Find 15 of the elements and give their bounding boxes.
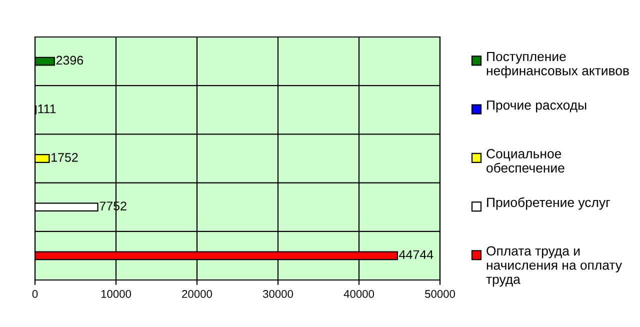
legend-label: Социальное обеспечение <box>486 149 564 173</box>
x-tick-label: 10000 <box>101 290 132 298</box>
x-tick-label: 40000 <box>344 290 374 298</box>
x-tick-label: 30000 <box>262 290 294 298</box>
legend-label: Оплата труда и начисления на оплату труда <box>486 246 622 287</box>
data-label: 111 <box>38 104 56 114</box>
data-label: 44744 <box>399 250 434 259</box>
legend-label: Прочие расходы <box>487 100 586 112</box>
data-label: 1752 <box>52 153 78 162</box>
legend-label: Поступление нефинансовых активов <box>486 52 629 78</box>
x-tick-label: 0 <box>32 290 38 298</box>
data-label: 2396 <box>56 56 84 65</box>
x-tick-label: 50000 <box>424 290 456 298</box>
x-tick-label: 20000 <box>182 290 212 298</box>
legend-label: Приобретение услуг <box>487 197 610 210</box>
